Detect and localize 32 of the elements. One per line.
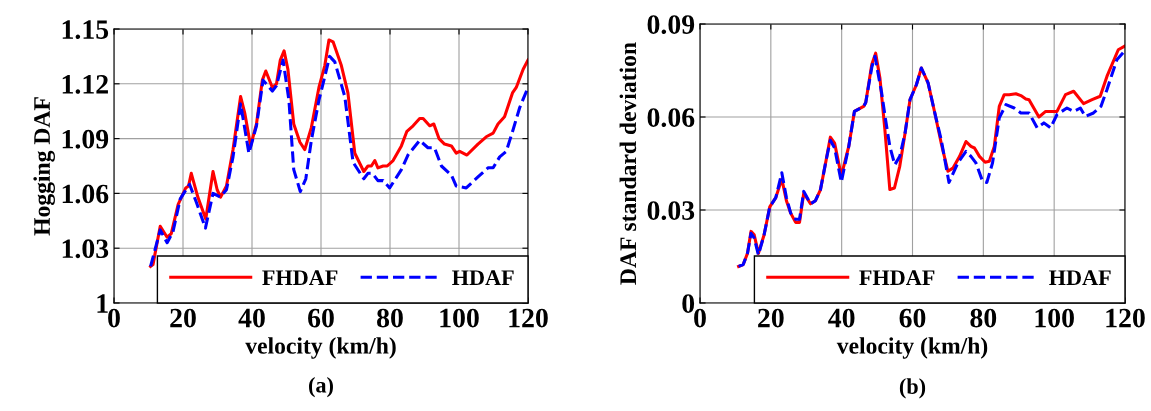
legend-label: HDAF <box>452 270 514 285</box>
text: (a) <box>309 376 333 398</box>
x-tick-label: 120 <box>509 308 548 328</box>
y-tick-label: 0.09 <box>647 15 695 35</box>
y-axis-title: Hogging DAF <box>33 97 55 236</box>
legend-label: HDAF <box>1049 270 1111 285</box>
x-tick-label: 60 <box>899 308 926 328</box>
x-tick-label: 80 <box>377 308 403 328</box>
text: (b) <box>899 378 926 399</box>
legend-label: FHDAF <box>262 270 338 285</box>
y-tick-label: 1.12 <box>62 75 108 94</box>
y-tick-label: 1.06 <box>62 184 109 204</box>
y-tick-label: 1 <box>97 294 108 313</box>
x-axis-title: velocity (km/h) <box>836 337 988 359</box>
x-tick-label: 120 <box>1106 308 1145 328</box>
y-tick-label: 0.06 <box>647 108 695 128</box>
x-tick-label: 40 <box>238 308 265 328</box>
y-tick-label: 0.03 <box>647 201 695 221</box>
legend-label: FHDAF <box>859 270 935 285</box>
x-axis-title: velocity (km/h) <box>245 337 396 359</box>
x-tick-label: 100 <box>440 308 479 328</box>
y-tick-label: 0 <box>682 294 695 313</box>
y-tick-label: 1.15 <box>62 20 109 40</box>
x-tick-label: 60 <box>308 308 334 328</box>
x-tick-label: 80 <box>970 308 997 328</box>
x-tick-label: 20 <box>758 308 784 328</box>
x-tick-label: 100 <box>1035 308 1074 328</box>
y-axis-title: DAF standard deviation <box>619 42 637 285</box>
x-tick-label: 20 <box>170 308 196 328</box>
y-tick-label: 1.03 <box>62 239 109 259</box>
y-tick-label: 1.09 <box>62 129 109 149</box>
x-tick-label: 40 <box>828 308 855 328</box>
